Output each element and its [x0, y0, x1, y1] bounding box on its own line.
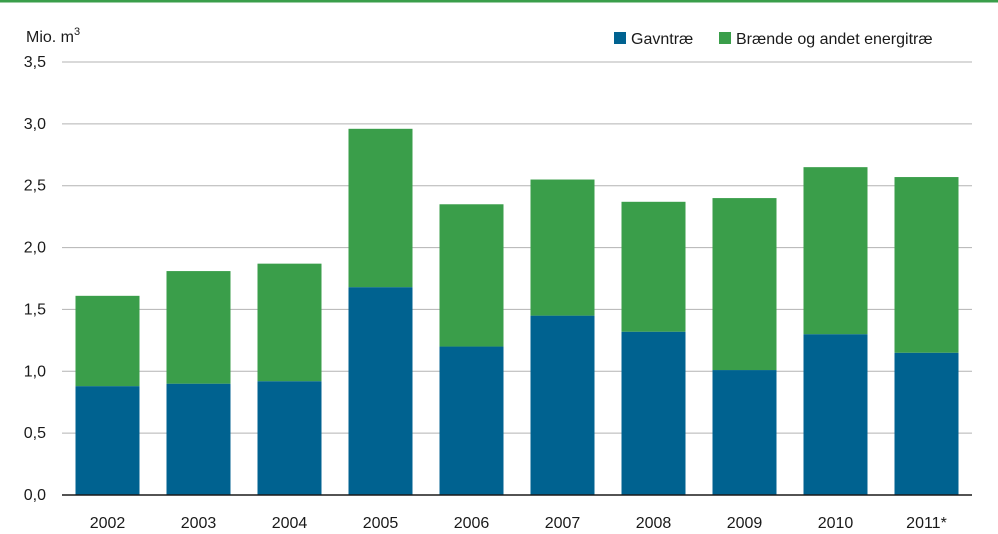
x-tick-label: 2004 — [272, 515, 308, 532]
bar-gavntrae — [166, 383, 231, 495]
legend-swatch-braende — [719, 32, 731, 44]
bar-gavntrae — [439, 346, 504, 495]
x-axis-ticks: 2002 2003 2004 2005 2006 2007 2008 2009 2010 2011… — [90, 515, 947, 532]
bar-gavntrae — [348, 287, 413, 495]
bar-braende — [621, 201, 686, 332]
bar-braende — [803, 167, 868, 335]
bar-gavntrae — [75, 386, 140, 495]
top-rule — [0, 0, 998, 3]
bar-gavntrae — [712, 370, 777, 495]
legend: Gavntræ Brænde og andet energitræ — [614, 31, 933, 48]
bar-gavntrae — [621, 331, 686, 495]
x-tick-label: 2008 — [636, 515, 672, 532]
y-tick-label: 2,5 — [24, 178, 46, 195]
bar-braende — [894, 177, 959, 353]
bars — [75, 128, 959, 495]
bar-braende — [348, 128, 413, 288]
bar-gavntrae — [803, 334, 868, 495]
bar-braende — [166, 271, 231, 384]
bar-braende — [530, 179, 595, 316]
y-axis-unit-label: Mio. m3 — [26, 26, 80, 46]
bar-braende — [439, 204, 504, 347]
x-tick-label: 2007 — [545, 515, 581, 532]
x-tick-label: 2003 — [181, 515, 217, 532]
x-tick-label: 2009 — [727, 515, 763, 532]
bar-gavntrae — [894, 352, 959, 495]
bar-braende — [75, 295, 140, 387]
x-tick-label: 2005 — [363, 515, 399, 532]
y-tick-label: 2,0 — [24, 240, 46, 257]
y-tick-label: 1,5 — [24, 301, 46, 318]
bar-braende — [712, 198, 777, 371]
unit-label-text: Mio. m — [26, 29, 74, 46]
y-tick-label: 3,0 — [24, 116, 46, 133]
x-tick-label: 2006 — [454, 515, 490, 532]
bar-gavntrae — [530, 315, 595, 495]
x-tick-label: 2002 — [90, 515, 126, 532]
legend-label-braende: Brænde og andet energitræ — [736, 31, 933, 48]
legend-label-gavntrae: Gavntræ — [631, 31, 693, 48]
y-tick-label: 0,5 — [24, 425, 46, 442]
bar-gavntrae — [257, 381, 322, 495]
x-tick-label: 2010 — [818, 515, 854, 532]
bar-braende — [257, 263, 322, 382]
x-tick-label: 2011* — [906, 515, 947, 532]
unit-superscript: 3 — [74, 26, 80, 38]
y-tick-label: 3,5 — [24, 54, 46, 71]
y-tick-label: 1,0 — [24, 363, 46, 380]
y-tick-label: 0,0 — [24, 487, 46, 504]
legend-swatch-gavntrae — [614, 32, 626, 44]
y-axis-ticks: 0,0 0,5 1,0 1,5 2,0 2,5 3,0 3,5 — [24, 54, 46, 504]
